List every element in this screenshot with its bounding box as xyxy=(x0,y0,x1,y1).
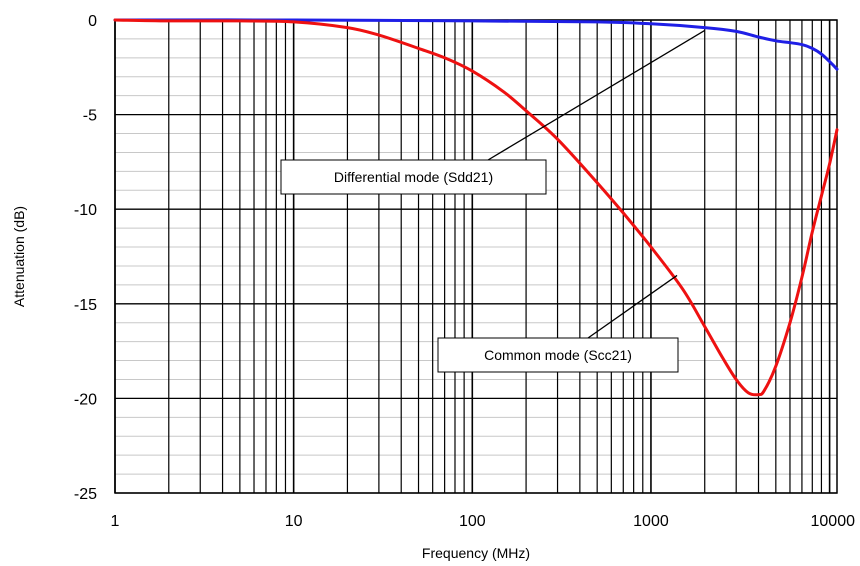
y-tick-label: -15 xyxy=(74,297,97,314)
minor-gridlines xyxy=(115,38,837,475)
x-axis-title: Frequency (MHz) xyxy=(422,545,530,561)
x-tick-label: 100 xyxy=(459,513,486,530)
x-axis-ticks: 1 10 100 1000 10000 xyxy=(111,513,856,530)
x-tick-label: 10 xyxy=(285,513,303,530)
x-tick-label: 1 xyxy=(111,513,120,530)
callout-box xyxy=(280,159,547,195)
y-axis-ticks: 0 -5 -10 -15 -20 -25 xyxy=(74,13,97,503)
x-tick-label: 1000 xyxy=(633,513,669,530)
y-tick-label: -25 xyxy=(74,486,97,503)
callout-leader-line xyxy=(487,29,706,161)
major-gridlines xyxy=(114,19,837,494)
callout-box xyxy=(437,337,679,373)
y-tick-label: -5 xyxy=(83,108,97,125)
y-tick-label: -20 xyxy=(74,391,97,408)
series-line-common-scc21 xyxy=(113,18,839,397)
annotations: Differential mode (Sdd21) Common mode (Sc… xyxy=(280,29,706,373)
callout-leader-line xyxy=(587,274,678,339)
series-line-differential-sdd21 xyxy=(113,18,839,71)
y-tick-label: 0 xyxy=(88,13,97,30)
y-axis-title: Attenuation (dB) xyxy=(11,206,27,307)
y-tick-label: -10 xyxy=(74,202,97,219)
callout-label: Differential mode (Sdd21) xyxy=(334,169,493,185)
plot-area-frame xyxy=(114,19,838,494)
callout-label: Common mode (Scc21) xyxy=(484,347,632,363)
series-layer xyxy=(113,18,839,397)
x-tick-label: 10000 xyxy=(811,513,856,530)
